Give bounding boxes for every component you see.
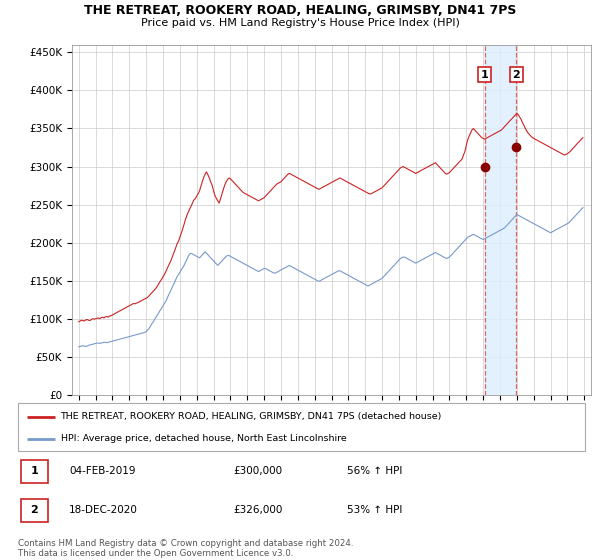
Text: THE RETREAT, ROOKERY ROAD, HEALING, GRIMSBY, DN41 7PS (detached house): THE RETREAT, ROOKERY ROAD, HEALING, GRIM…	[61, 412, 442, 421]
Bar	[21, 499, 48, 522]
Text: 56% ↑ HPI: 56% ↑ HPI	[347, 466, 402, 477]
Text: HPI: Average price, detached house, North East Lincolnshire: HPI: Average price, detached house, Nort…	[61, 435, 346, 444]
Text: 2: 2	[31, 506, 38, 515]
Bar	[485, 45, 516, 395]
Text: £326,000: £326,000	[233, 506, 283, 515]
Text: £300,000: £300,000	[233, 466, 283, 477]
Text: 2: 2	[512, 69, 520, 80]
Text: 1: 1	[481, 69, 488, 80]
Text: 53% ↑ HPI: 53% ↑ HPI	[347, 506, 402, 515]
Text: Price paid vs. HM Land Registry's House Price Index (HPI): Price paid vs. HM Land Registry's House …	[140, 18, 460, 28]
Text: 04-FEB-2019: 04-FEB-2019	[69, 466, 136, 477]
Text: 1: 1	[31, 466, 38, 477]
Text: 18-DEC-2020: 18-DEC-2020	[69, 506, 138, 515]
Text: THE RETREAT, ROOKERY ROAD, HEALING, GRIMSBY, DN41 7PS: THE RETREAT, ROOKERY ROAD, HEALING, GRIM…	[84, 4, 516, 17]
Bar	[21, 460, 48, 483]
Text: Contains HM Land Registry data © Crown copyright and database right 2024.
This d: Contains HM Land Registry data © Crown c…	[18, 539, 353, 558]
